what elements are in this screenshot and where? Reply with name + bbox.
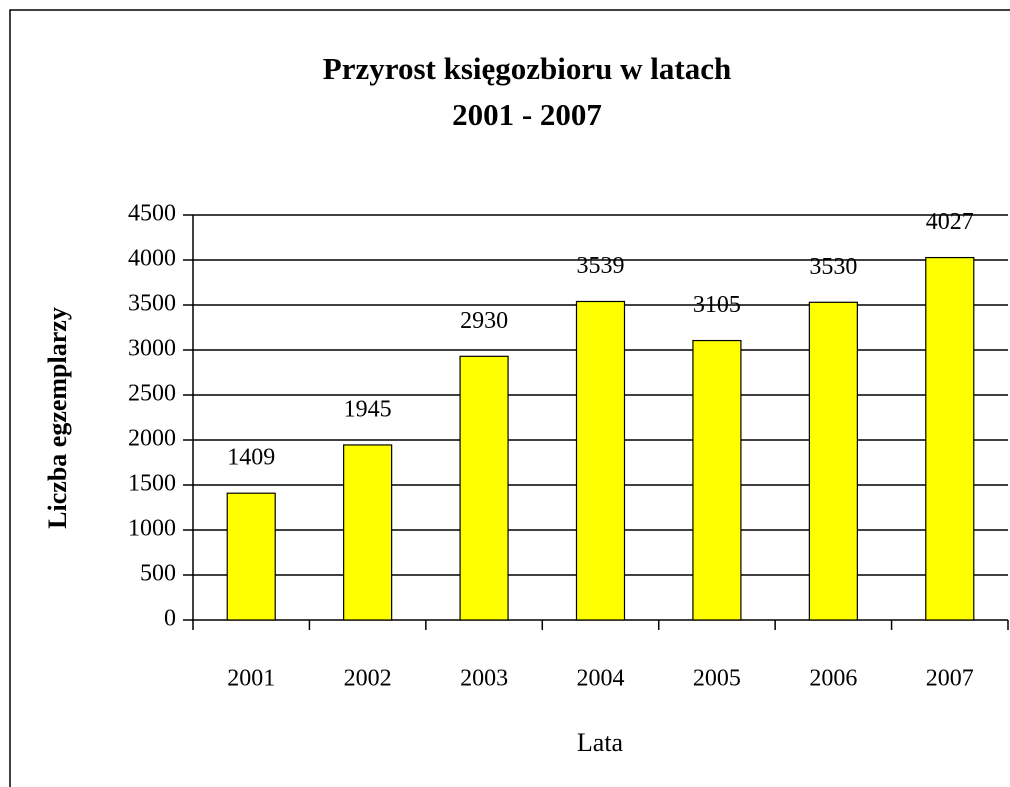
x-tick-label: 2001 bbox=[227, 666, 275, 692]
y-tick-label: 3500 bbox=[128, 291, 176, 317]
y-tick-label: 1500 bbox=[128, 471, 176, 497]
bar bbox=[226, 492, 276, 621]
y-tick-label: 2000 bbox=[128, 426, 176, 452]
bar bbox=[575, 300, 626, 621]
bar bbox=[459, 355, 509, 621]
chart-title: Przyrost księgozbioru w latach bbox=[323, 51, 731, 86]
bar bbox=[343, 444, 393, 621]
y-tick-label: 1000 bbox=[128, 516, 176, 542]
bar bbox=[925, 256, 975, 621]
chart-title: 2001 - 2007 bbox=[452, 97, 602, 132]
x-tick-label: 2006 bbox=[809, 666, 857, 692]
y-tick-label: 500 bbox=[140, 561, 176, 587]
x-tick-label: 2004 bbox=[577, 666, 625, 692]
data-label: 1945 bbox=[344, 396, 392, 422]
data-label: 3539 bbox=[577, 253, 625, 279]
data-label: 4027 bbox=[926, 209, 974, 235]
y-tick-label: 2500 bbox=[128, 381, 176, 407]
x-tick-label: 2005 bbox=[693, 666, 741, 692]
bar bbox=[808, 301, 858, 621]
x-tick-label: 2007 bbox=[926, 666, 974, 692]
y-tick-label: 4500 bbox=[128, 201, 176, 227]
data-label: 3530 bbox=[809, 254, 857, 280]
x-tick-label: 2002 bbox=[344, 666, 392, 692]
data-label: 2930 bbox=[460, 308, 508, 334]
data-label: 1409 bbox=[227, 445, 275, 471]
x-axis-title: Lata bbox=[577, 728, 624, 757]
chart-frame bbox=[9, 9, 1010, 787]
y-tick-label: 3000 bbox=[128, 336, 176, 362]
y-tick-label: 0 bbox=[164, 606, 176, 632]
bar bbox=[692, 339, 742, 621]
data-label: 3105 bbox=[693, 292, 741, 318]
x-tick-label: 2003 bbox=[460, 666, 508, 692]
y-axis-title: Liczba egzemplarzy bbox=[43, 307, 72, 529]
y-tick-label: 4000 bbox=[128, 246, 176, 272]
